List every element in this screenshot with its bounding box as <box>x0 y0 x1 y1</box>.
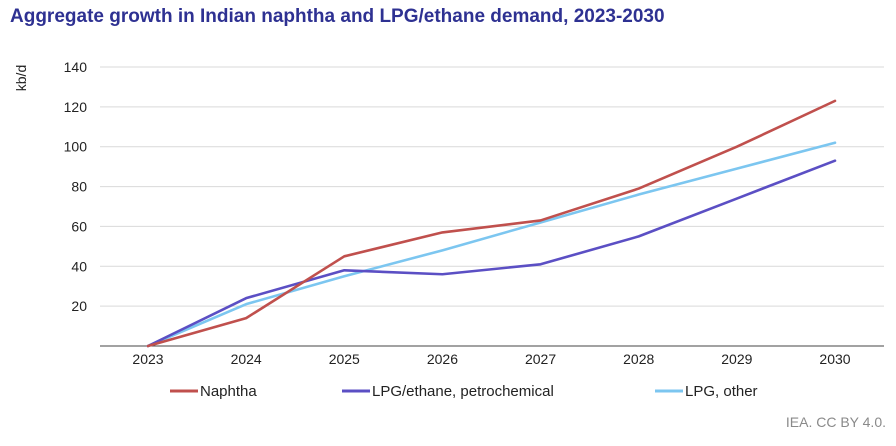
x-tick-label: 2026 <box>427 351 458 367</box>
x-tick-label: 2029 <box>721 351 752 367</box>
legend-label-1: LPG/ethane, petrochemical <box>372 383 554 400</box>
x-tick-label: 2030 <box>819 351 850 367</box>
legend: Naphtha LPG/ethane, petrochemical LPG, oth… <box>170 383 758 400</box>
legend-label-2: LPG, other <box>685 383 758 400</box>
series-line-0 <box>146 99 837 348</box>
x-tick-label: 2024 <box>231 351 262 367</box>
series-lines <box>146 99 837 348</box>
y-tick-label: 120 <box>64 99 88 115</box>
chart-title: Aggregate growth in Indian naphtha and L… <box>10 6 665 27</box>
y-tick-label: 100 <box>64 139 88 155</box>
y-axis-ticks: 20 40 60 80 100 120 140 <box>64 59 88 314</box>
y-tick-label: 80 <box>71 179 87 195</box>
legend-label-0: Naphtha <box>200 383 257 400</box>
x-tick-label: 2028 <box>623 351 654 367</box>
series-line-1 <box>146 159 837 348</box>
series-line-2 <box>146 141 837 348</box>
y-tick-label: 20 <box>71 298 87 314</box>
y-tick-label: 140 <box>64 59 88 75</box>
x-tick-label: 2027 <box>525 351 556 367</box>
y-axis-label: kb/d <box>13 65 29 91</box>
x-tick-label: 2025 <box>329 351 360 367</box>
source-credit: IEA. CC BY 4.0. <box>785 414 886 430</box>
y-tick-label: 40 <box>71 258 87 274</box>
y-tick-label: 60 <box>71 218 87 234</box>
x-axis-ticks: 2023 2024 2025 2026 2027 2028 2029 2030 <box>132 351 850 367</box>
x-tick-label: 2023 <box>132 351 163 367</box>
